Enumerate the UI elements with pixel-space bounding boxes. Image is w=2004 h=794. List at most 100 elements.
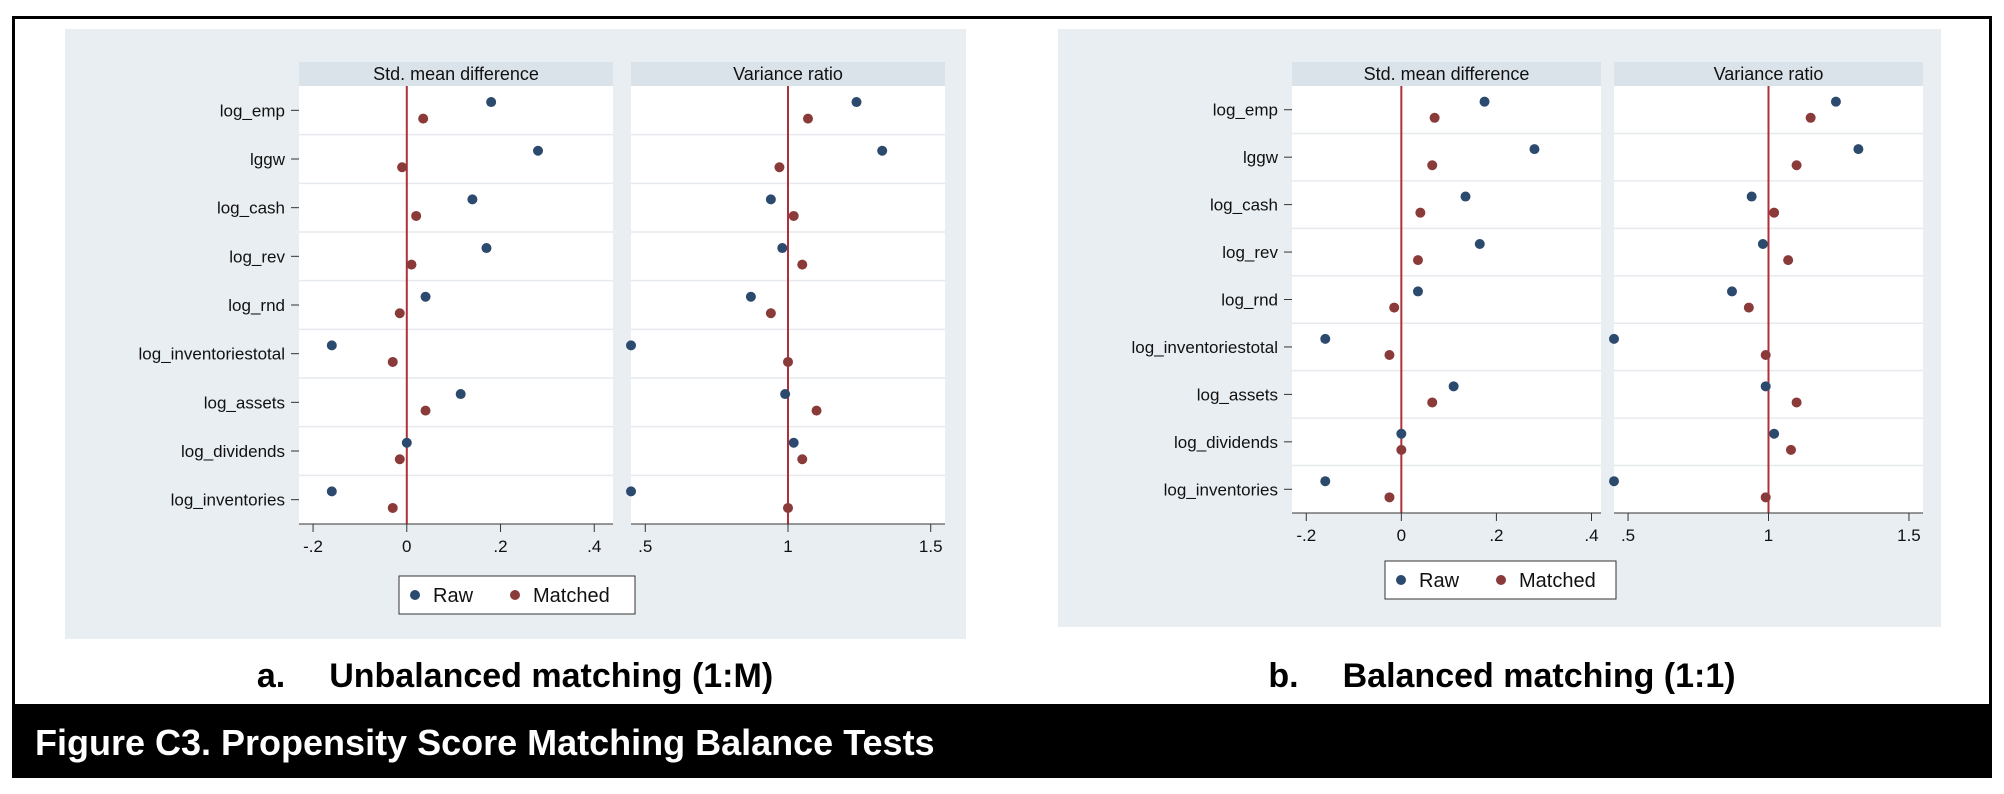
point-raw-a0-log_dividends <box>401 437 412 448</box>
y-label-a-log_inventoriestotal: log_inventoriestotal <box>139 345 285 364</box>
point-matched-b1-log_rnd <box>1743 302 1754 313</box>
point-matched-a1-log_rnd <box>765 308 776 319</box>
y-label-b-log_emp: log_emp <box>1213 101 1278 120</box>
point-matched-b1-log_dividends <box>1785 444 1796 455</box>
point-raw-a0-log_assets <box>455 389 466 400</box>
x-tick-label-b0-2: .2 <box>1489 526 1503 545</box>
point-raw-b0-lggw <box>1529 144 1540 155</box>
point-raw-a1-log_inventories <box>626 486 636 497</box>
y-label-b-log_rnd: log_rnd <box>1221 291 1278 310</box>
x-tick-label-b0-1: 0 <box>1397 526 1406 545</box>
point-raw-b1-log_rnd <box>1726 286 1737 297</box>
point-matched-b0-log_dividends <box>1396 444 1407 455</box>
point-matched-a0-log_rnd <box>394 308 405 319</box>
point-matched-b0-log_cash <box>1415 207 1426 218</box>
chart-panel-b: log_emp lggw log_cash log_rev log_rnd log_inv… <box>1058 29 1941 627</box>
point-matched-b1-log_emp <box>1805 112 1816 123</box>
point-raw-a1-log_inventoriestotal <box>626 340 636 351</box>
caption-a: a. Unbalanced matching (1:M) <box>257 657 773 696</box>
facet-title-a0: Std. mean difference <box>373 64 539 84</box>
point-raw-a1-log_rev <box>777 243 788 254</box>
x-tick-label-a1-0: .5 <box>638 537 652 556</box>
point-raw-b0-log_inventories <box>1320 476 1331 487</box>
caption-a-text: Unbalanced matching (1:M) <box>329 657 774 695</box>
point-matched-b1-lggw <box>1791 160 1802 171</box>
point-matched-a0-log_dividends <box>394 454 405 465</box>
point-matched-b0-log_assets <box>1427 397 1438 408</box>
x-tick-label-b1-1: 1 <box>1764 526 1773 545</box>
point-matched-b0-log_rev <box>1412 255 1423 266</box>
x-tick-label-a0-2: .2 <box>493 537 507 556</box>
x-tick-label-a0-1: 0 <box>402 537 411 556</box>
point-raw-b0-log_rnd <box>1412 286 1423 297</box>
x-tick-label-a0-3: .4 <box>587 537 601 556</box>
x-tick-label-a1-1: 1 <box>783 537 792 556</box>
point-raw-a0-log_rev <box>481 243 492 254</box>
y-label-b-log_inventories: log_inventories <box>1164 480 1278 499</box>
point-raw-a1-log_cash <box>765 194 776 205</box>
point-raw-b1-log_dividends <box>1769 428 1780 439</box>
y-label-a-log_assets: log_assets <box>204 393 285 412</box>
point-raw-a1-lggw <box>877 145 888 156</box>
legend-marker-raw-a <box>410 590 420 600</box>
facet-title-b0: Std. mean difference <box>1364 64 1530 84</box>
caption-b-letter: b. <box>1268 657 1299 695</box>
y-label-b-log_dividends: log_dividends <box>1174 433 1278 452</box>
point-matched-b0-log_inventoriestotal <box>1384 350 1395 361</box>
facet-title-a1: Variance ratio <box>733 64 843 84</box>
y-label-a-log_rnd: log_rnd <box>228 296 285 315</box>
point-raw-b0-log_inventoriestotal <box>1320 333 1331 344</box>
point-matched-b1-log_rev <box>1783 255 1794 266</box>
y-label-a-log_inventories: log_inventories <box>171 491 285 510</box>
point-matched-a0-log_inventoriestotal <box>387 356 398 367</box>
legend-marker-matched-b <box>1496 575 1506 585</box>
point-matched-a1-log_inventories <box>783 502 793 513</box>
caption-a-letter: a. <box>256 657 286 695</box>
legend-label-raw-a: Raw <box>433 585 474 607</box>
point-matched-a1-log_inventoriestotal <box>783 356 793 367</box>
point-raw-b1-lggw <box>1853 144 1864 155</box>
point-raw-a0-log_rnd <box>420 291 431 302</box>
point-matched-a0-log_emp <box>418 113 429 124</box>
point-raw-b0-log_cash <box>1460 191 1471 202</box>
point-raw-b0-log_assets <box>1448 381 1459 392</box>
figure-title: Figure C3. Propensity Score Matching Bal… <box>35 722 935 763</box>
point-raw-b1-log_cash <box>1746 191 1757 202</box>
legend-label-matched-a: Matched <box>533 585 610 607</box>
y-label-b-log_cash: log_cash <box>1210 196 1278 215</box>
x-tick-label-b1-0: .5 <box>1621 526 1635 545</box>
point-raw-a0-log_inventoriestotal <box>326 340 337 351</box>
legend-marker-raw-b <box>1396 575 1406 585</box>
point-raw-a1-log_emp <box>851 97 862 108</box>
x-tick-label-a0-0: -.2 <box>303 537 323 556</box>
plot-area-a0 <box>299 86 613 524</box>
point-raw-a1-log_rnd <box>745 291 756 302</box>
point-matched-b0-log_emp <box>1429 112 1440 123</box>
legend-label-raw-b: Raw <box>1419 570 1460 592</box>
point-raw-a0-lggw <box>533 145 544 156</box>
x-tick-label-b1-2: 1.5 <box>1897 526 1921 545</box>
y-label-b-log_inventoriestotal: log_inventoriestotal <box>1132 338 1278 357</box>
point-matched-b1-log_assets <box>1791 397 1802 408</box>
point-raw-b0-log_emp <box>1479 96 1490 107</box>
y-label-a-log_rev: log_rev <box>229 247 285 266</box>
facet-strip-a1 <box>631 62 945 86</box>
chart-panel-a: log_emp lggw log_cash log_rev log_rnd log_inv… <box>65 29 966 639</box>
point-matched-a1-lggw <box>774 162 785 173</box>
legend-marker-matched-a <box>510 590 520 600</box>
point-matched-b0-log_inventories <box>1384 492 1395 503</box>
point-matched-a1-log_cash <box>788 210 799 221</box>
y-label-a-log_emp: log_emp <box>220 101 285 120</box>
point-raw-a0-log_cash <box>467 194 478 205</box>
point-matched-b1-log_cash <box>1769 207 1780 218</box>
point-matched-b1-log_inventories <box>1760 492 1771 503</box>
y-label-a-lggw: lggw <box>250 150 286 169</box>
facet-strip-b0 <box>1292 62 1601 86</box>
point-matched-a0-lggw <box>397 162 408 173</box>
y-label-b-log_rev: log_rev <box>1222 243 1278 262</box>
figure-title-banner: Figure C3. Propensity Score Matching Bal… <box>15 704 1989 778</box>
point-raw-b1-log_emp <box>1830 96 1841 107</box>
point-raw-b0-log_dividends <box>1396 428 1407 439</box>
point-raw-b1-log_assets <box>1760 381 1771 392</box>
point-matched-a1-log_emp <box>802 113 813 124</box>
